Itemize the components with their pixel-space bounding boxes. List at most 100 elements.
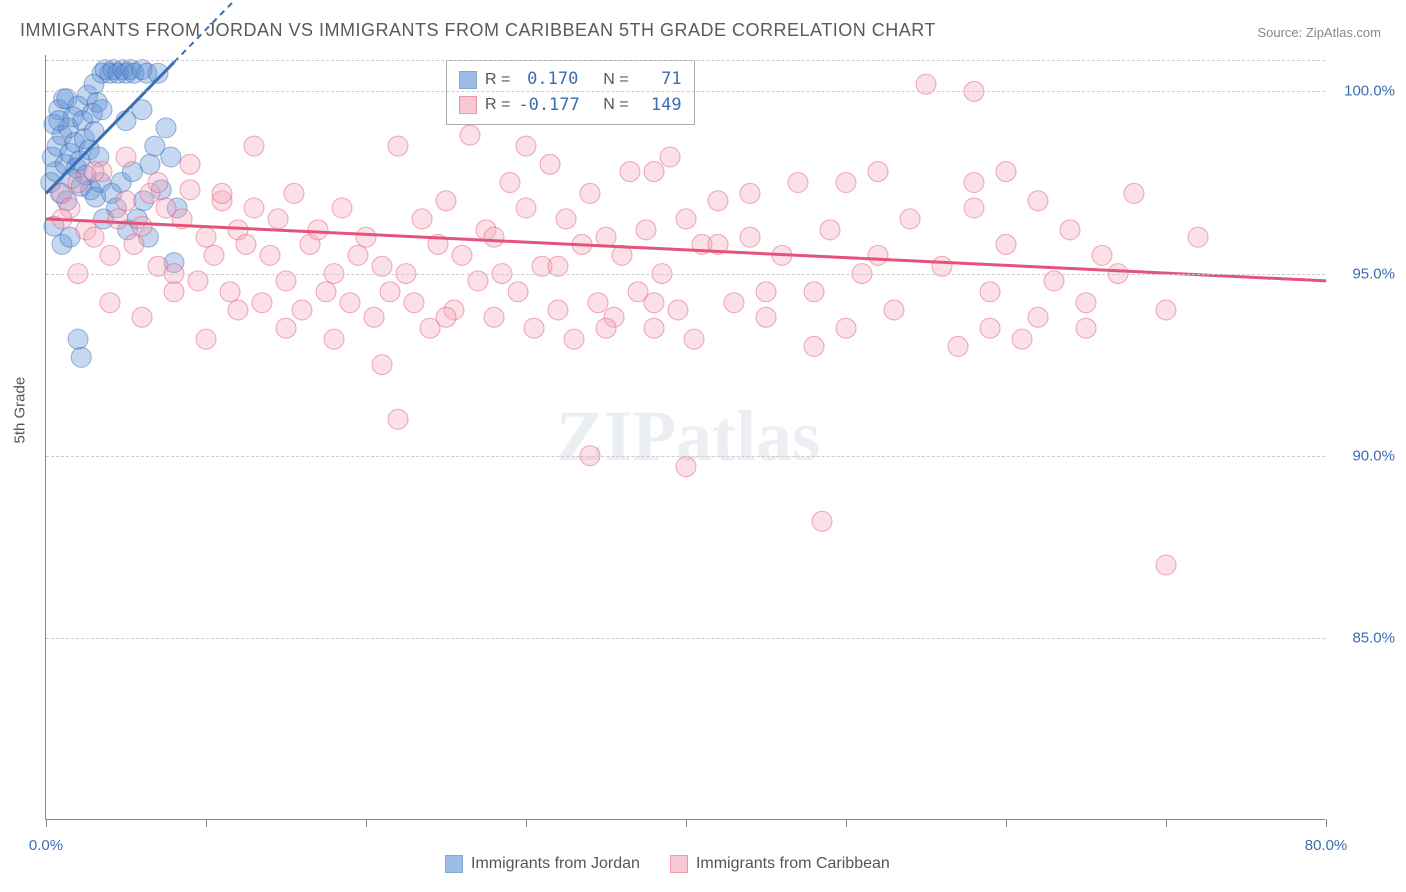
data-point xyxy=(252,293,272,313)
stat-n-label: N = xyxy=(603,93,628,117)
data-point xyxy=(452,245,472,265)
data-point xyxy=(348,245,368,265)
source-link[interactable]: ZipAtlas.com xyxy=(1306,25,1381,40)
stat-r-label: R = xyxy=(485,93,510,117)
data-point xyxy=(404,293,424,313)
data-point xyxy=(676,209,696,229)
data-point xyxy=(84,227,104,247)
stats-legend-row: R = -0.177 N = 149 xyxy=(459,93,682,119)
x-tick-label: 0.0% xyxy=(29,837,63,854)
data-point xyxy=(500,173,520,193)
data-point xyxy=(516,198,536,218)
data-point xyxy=(316,282,336,302)
x-tick xyxy=(686,819,687,827)
data-point xyxy=(436,191,456,211)
gridline-h xyxy=(46,60,1325,61)
bottom-legend: Immigrants from Jordan Immigrants from Ca… xyxy=(445,855,890,873)
data-point xyxy=(100,245,120,265)
data-point xyxy=(116,191,136,211)
stat-r-value: -0.177 xyxy=(518,93,578,119)
stat-n-value: 149 xyxy=(637,93,682,119)
x-tick-label: 80.0% xyxy=(1305,837,1348,854)
data-point xyxy=(324,329,344,349)
data-point xyxy=(108,209,128,229)
data-point xyxy=(292,300,312,320)
data-point xyxy=(164,282,184,302)
legend-label: Immigrants from Jordan xyxy=(471,855,640,873)
data-point xyxy=(1012,329,1032,349)
data-point xyxy=(620,162,640,182)
data-point xyxy=(508,282,528,302)
data-point xyxy=(116,147,136,167)
legend-item: Immigrants from Jordan xyxy=(445,855,640,873)
data-point xyxy=(460,125,480,145)
data-point xyxy=(708,191,728,211)
data-point xyxy=(588,293,608,313)
x-tick xyxy=(1166,819,1167,827)
data-point xyxy=(260,245,280,265)
legend-swatch xyxy=(670,855,688,873)
data-point xyxy=(1092,245,1112,265)
data-point xyxy=(964,198,984,218)
data-point xyxy=(132,307,152,327)
data-point xyxy=(548,300,568,320)
x-tick xyxy=(1326,819,1327,827)
data-point xyxy=(161,147,181,167)
y-tick-label: 100.0% xyxy=(1335,83,1395,100)
data-point xyxy=(364,307,384,327)
data-point xyxy=(644,318,664,338)
data-point xyxy=(900,209,920,229)
data-point xyxy=(180,154,200,174)
data-point xyxy=(996,234,1016,254)
data-point xyxy=(1076,318,1096,338)
data-point xyxy=(1124,183,1144,203)
data-point xyxy=(228,300,248,320)
data-point xyxy=(740,183,760,203)
data-point xyxy=(244,136,264,156)
data-point xyxy=(84,162,104,182)
data-point xyxy=(756,282,776,302)
data-point xyxy=(684,329,704,349)
legend-label: Immigrants from Caribbean xyxy=(696,855,890,873)
x-tick xyxy=(366,819,367,827)
data-point xyxy=(49,111,69,131)
data-point xyxy=(868,162,888,182)
data-point xyxy=(268,209,288,229)
data-point xyxy=(540,154,560,174)
data-point xyxy=(660,147,680,167)
gridline-h xyxy=(46,456,1325,457)
data-point xyxy=(308,220,328,240)
x-tick xyxy=(206,819,207,827)
data-point xyxy=(212,183,232,203)
data-point xyxy=(388,409,408,429)
data-point xyxy=(668,300,688,320)
data-point xyxy=(596,318,616,338)
data-point xyxy=(884,300,904,320)
legend-swatch xyxy=(445,855,463,873)
data-point xyxy=(524,318,544,338)
data-point xyxy=(980,282,1000,302)
data-point xyxy=(812,511,832,531)
data-point xyxy=(412,209,432,229)
data-point xyxy=(980,318,1000,338)
source-attribution: Source: ZipAtlas.com xyxy=(1257,25,1381,40)
data-point xyxy=(148,173,168,193)
stats-legend-row: R = 0.170 N = 71 xyxy=(459,67,682,93)
y-tick-label: 85.0% xyxy=(1335,629,1395,646)
data-point xyxy=(380,282,400,302)
data-point xyxy=(196,329,216,349)
data-point xyxy=(804,336,824,356)
data-point xyxy=(556,209,576,229)
data-point xyxy=(740,227,760,247)
data-point xyxy=(868,245,888,265)
data-point xyxy=(100,293,120,313)
stat-n-label: N = xyxy=(603,68,628,92)
y-axis-label: 5th Grade xyxy=(12,377,29,444)
data-point xyxy=(484,227,504,247)
data-point xyxy=(1060,220,1080,240)
data-point xyxy=(644,162,664,182)
data-point xyxy=(1156,300,1176,320)
data-point xyxy=(244,198,264,218)
x-tick xyxy=(1006,819,1007,827)
data-point xyxy=(724,293,744,313)
